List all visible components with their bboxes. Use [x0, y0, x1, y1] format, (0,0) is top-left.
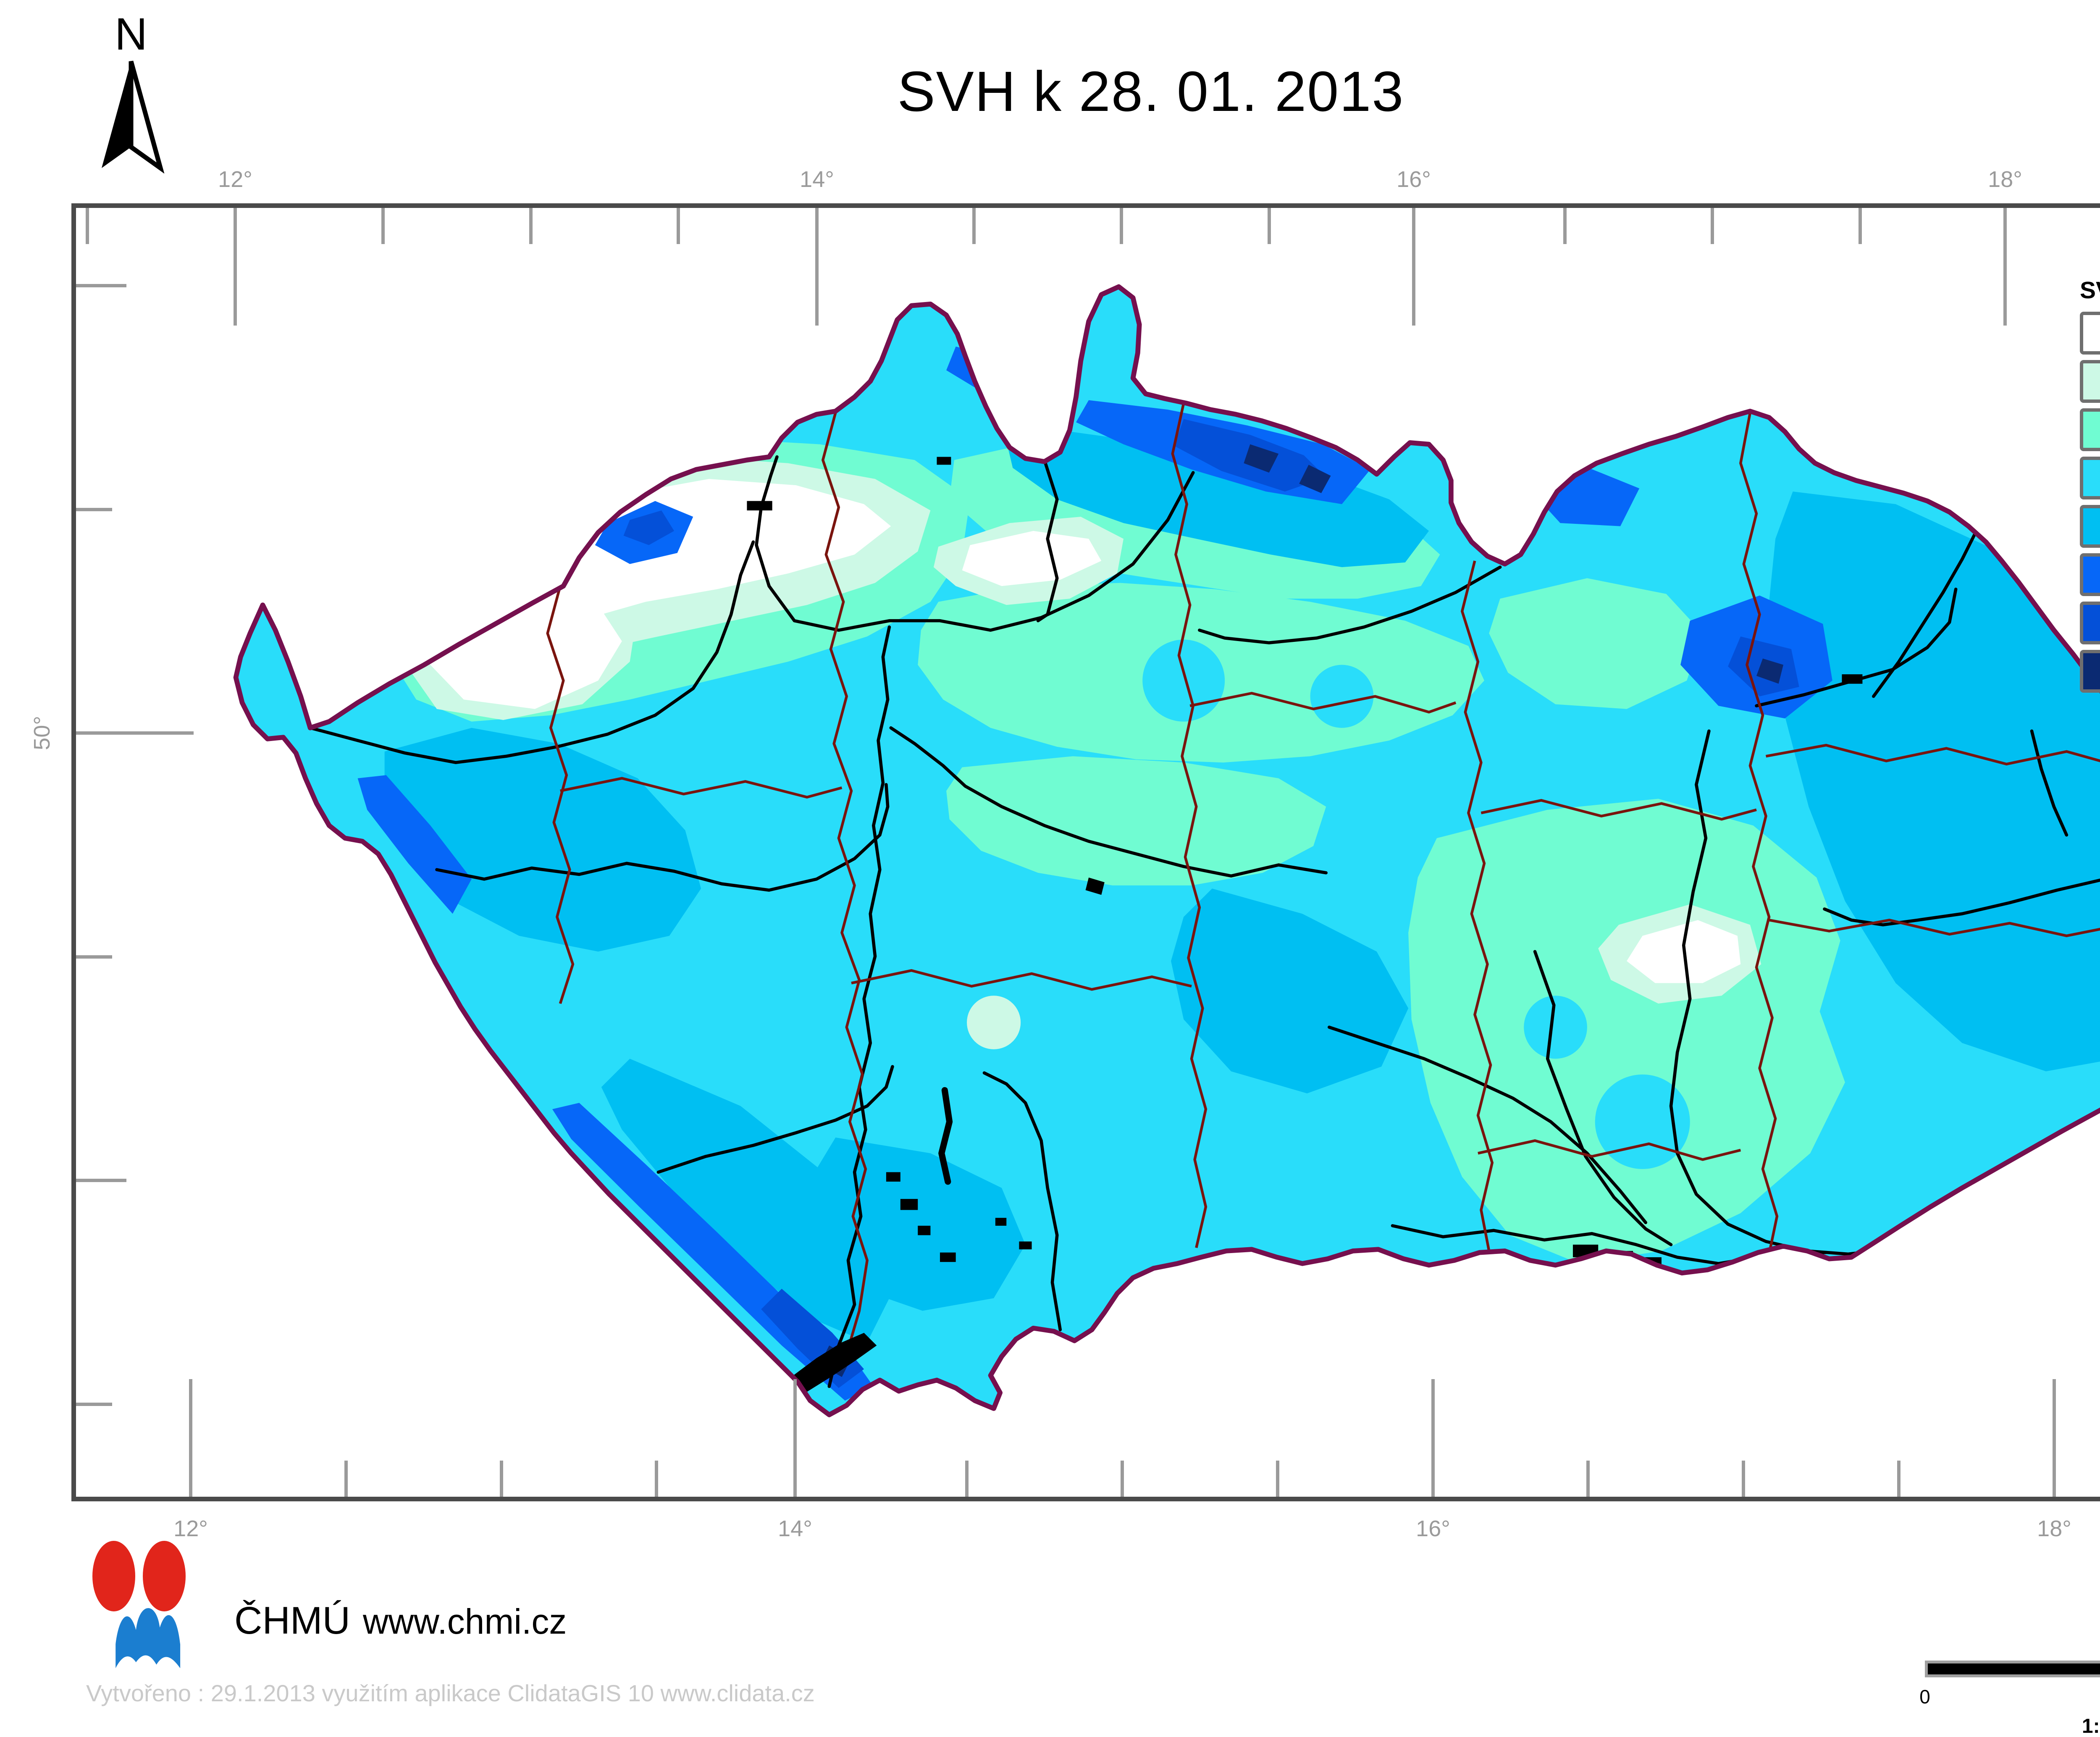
meridian-label-top-14: 14° [800, 167, 834, 192]
graticule-tick [1586, 1461, 1590, 1497]
chmu-name-line: ČHMÚ www.chmi.cz [234, 1599, 567, 1643]
graticule-tick [381, 208, 385, 244]
org-website: www.chmi.cz [362, 1602, 567, 1641]
graticule-tick [1563, 208, 1567, 244]
meridian-label-top-16: 16° [1396, 167, 1431, 192]
graticule-tick [86, 208, 89, 244]
legend-swatch-20-50 [2080, 457, 2100, 499]
graticule-tick [76, 1403, 112, 1406]
snow-class-20-50-patches [1142, 639, 1690, 1169]
graticule-tick [76, 731, 194, 735]
graticule-tick [1121, 1461, 1124, 1497]
scale-ratio-label: 1:2 000 000 [2082, 1715, 2100, 1737]
north-arrow-label: N [115, 8, 147, 59]
org-name: ČHMÚ [234, 1599, 350, 1642]
graticule-tick [965, 1461, 969, 1497]
graticule-tick [76, 955, 112, 959]
page-title: SVH k 28. 01. 2013 [897, 60, 1404, 123]
czech-snow-map [233, 284, 2100, 1417]
scale-bar [1925, 1661, 2100, 1677]
graticule-tick [189, 1379, 192, 1497]
snow-class-50-100-zones [384, 425, 2100, 1343]
scale-bar-black-half [1928, 1663, 2100, 1674]
region-boundary-lines [546, 403, 2100, 1349]
credit-text: Vytvořeno : 29.1.2013 využitím aplikace … [86, 1680, 815, 1706]
river-lines [308, 455, 2100, 1388]
legend-title: SVH [mm] [2080, 277, 2100, 304]
parallel-label-left-50: 50° [29, 716, 55, 750]
meridian-label-bottom-14: 14° [778, 1516, 812, 1541]
meridian-label-bottom-12: 12° [173, 1516, 208, 1541]
graticule-tick [1268, 208, 1271, 244]
graticule-tick [2003, 208, 2007, 326]
graticule-tick [76, 508, 112, 511]
graticule-tick [344, 1461, 348, 1497]
graticule-tick [793, 1379, 797, 1497]
graticule-tick [529, 208, 533, 244]
legend-swatch-0-5 [2080, 312, 2100, 355]
graticule-tick [1897, 1461, 1900, 1497]
meridian-label-top-12: 12° [218, 167, 252, 192]
graticule-tick [1412, 208, 1415, 326]
country-border [233, 284, 2100, 1417]
graticule-tick [972, 208, 976, 244]
graticule-tick [1858, 208, 1862, 244]
legend-swatch-150-200 [2080, 602, 2100, 644]
meridian-label-bottom-16: 16° [1416, 1516, 1450, 1541]
graticule-tick [677, 208, 680, 244]
graticule-tick [2053, 1379, 2056, 1497]
meridian-label-bottom-18: 18° [2037, 1516, 2071, 1541]
map-frame [71, 203, 2100, 1501]
legend-swatch-10-20 [2080, 408, 2100, 451]
graticule-tick [655, 1461, 658, 1497]
graticule-tick [1431, 1379, 1435, 1497]
graticule-tick [500, 1461, 503, 1497]
chmu-logo [92, 1541, 186, 1669]
graticule-tick [76, 1179, 126, 1182]
graticule-tick [1276, 1461, 1279, 1497]
graticule-tick [1711, 208, 1714, 244]
north-arrow-icon [102, 60, 165, 173]
legend-swatch-200-500 [2080, 650, 2100, 693]
graticule-tick [234, 208, 237, 326]
graticule-tick [76, 284, 126, 287]
graticule-tick [1120, 208, 1123, 244]
meridian-label-top-18: 18° [1988, 167, 2022, 192]
legend-swatch-50-100 [2080, 505, 2100, 548]
graticule-tick [1742, 1461, 1745, 1497]
scale-start-label: 0 [1919, 1686, 1930, 1708]
graticule-tick [815, 208, 819, 326]
legend-swatch-100-150 [2080, 553, 2100, 596]
legend-swatch-5-10 [2080, 360, 2100, 403]
